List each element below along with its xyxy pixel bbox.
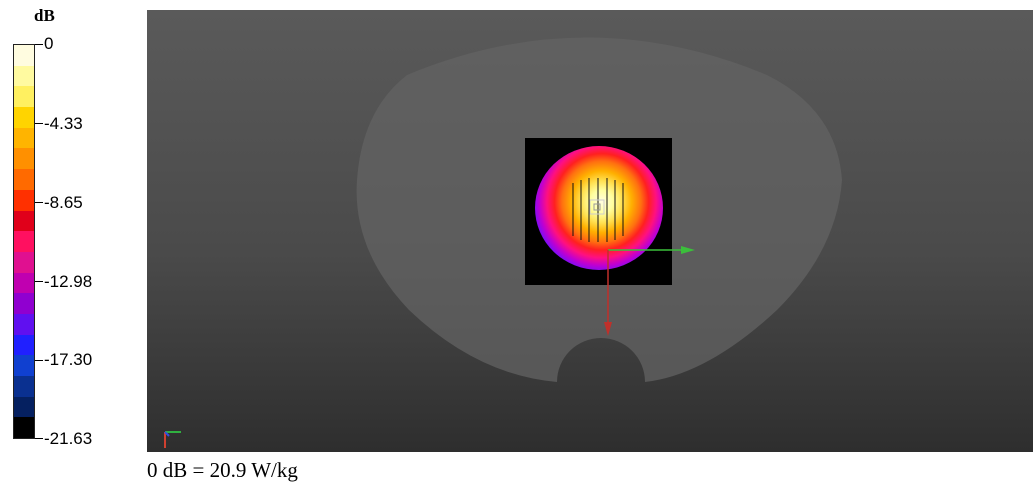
scale-tick: [35, 360, 43, 361]
scale-unit-label: dB: [34, 6, 55, 25]
color-band: [14, 272, 34, 294]
color-band: [14, 355, 34, 376]
color-band: [14, 148, 34, 170]
scale-tick-label: -12.98: [44, 272, 93, 291]
scale-tick: [35, 202, 43, 203]
color-band: [14, 86, 34, 108]
color-band: [14, 334, 34, 356]
coordinate-axes: [604, 246, 695, 336]
color-band: [14, 169, 34, 190]
color-band: [14, 45, 34, 66]
measurement-area: [525, 138, 672, 285]
color-band: [14, 251, 34, 273]
color-band: [14, 127, 34, 149]
scale-tick-label: -21.63: [44, 429, 93, 448]
color-band: [14, 107, 34, 128]
color-band: [14, 210, 34, 232]
color-band: [14, 189, 34, 211]
color-band: [14, 396, 34, 418]
color-band: [14, 293, 34, 314]
scale-tick: [35, 438, 43, 439]
reference-level-caption: 0 dB = 20.9 W/kg: [147, 458, 298, 482]
orientation-axes-icon: [164, 431, 181, 448]
zoom-scan-grid: [572, 178, 624, 242]
color-band: [14, 417, 34, 439]
color-band: [14, 231, 34, 252]
scale-tick: [35, 281, 43, 282]
color-band: [14, 376, 34, 397]
scale-tick-label: -4.33: [44, 114, 83, 133]
color-band: [14, 65, 34, 87]
color-band: [14, 313, 34, 335]
scale-tick-label: 0: [44, 34, 54, 53]
scale-tick-label: -17.30: [44, 350, 93, 369]
color-scale-bar: [13, 44, 35, 439]
sar-viewport[interactable]: [147, 10, 1033, 452]
scale-tick: [35, 123, 43, 124]
scale-tick-label: -8.65: [44, 193, 83, 212]
scale-tick: [35, 44, 43, 45]
